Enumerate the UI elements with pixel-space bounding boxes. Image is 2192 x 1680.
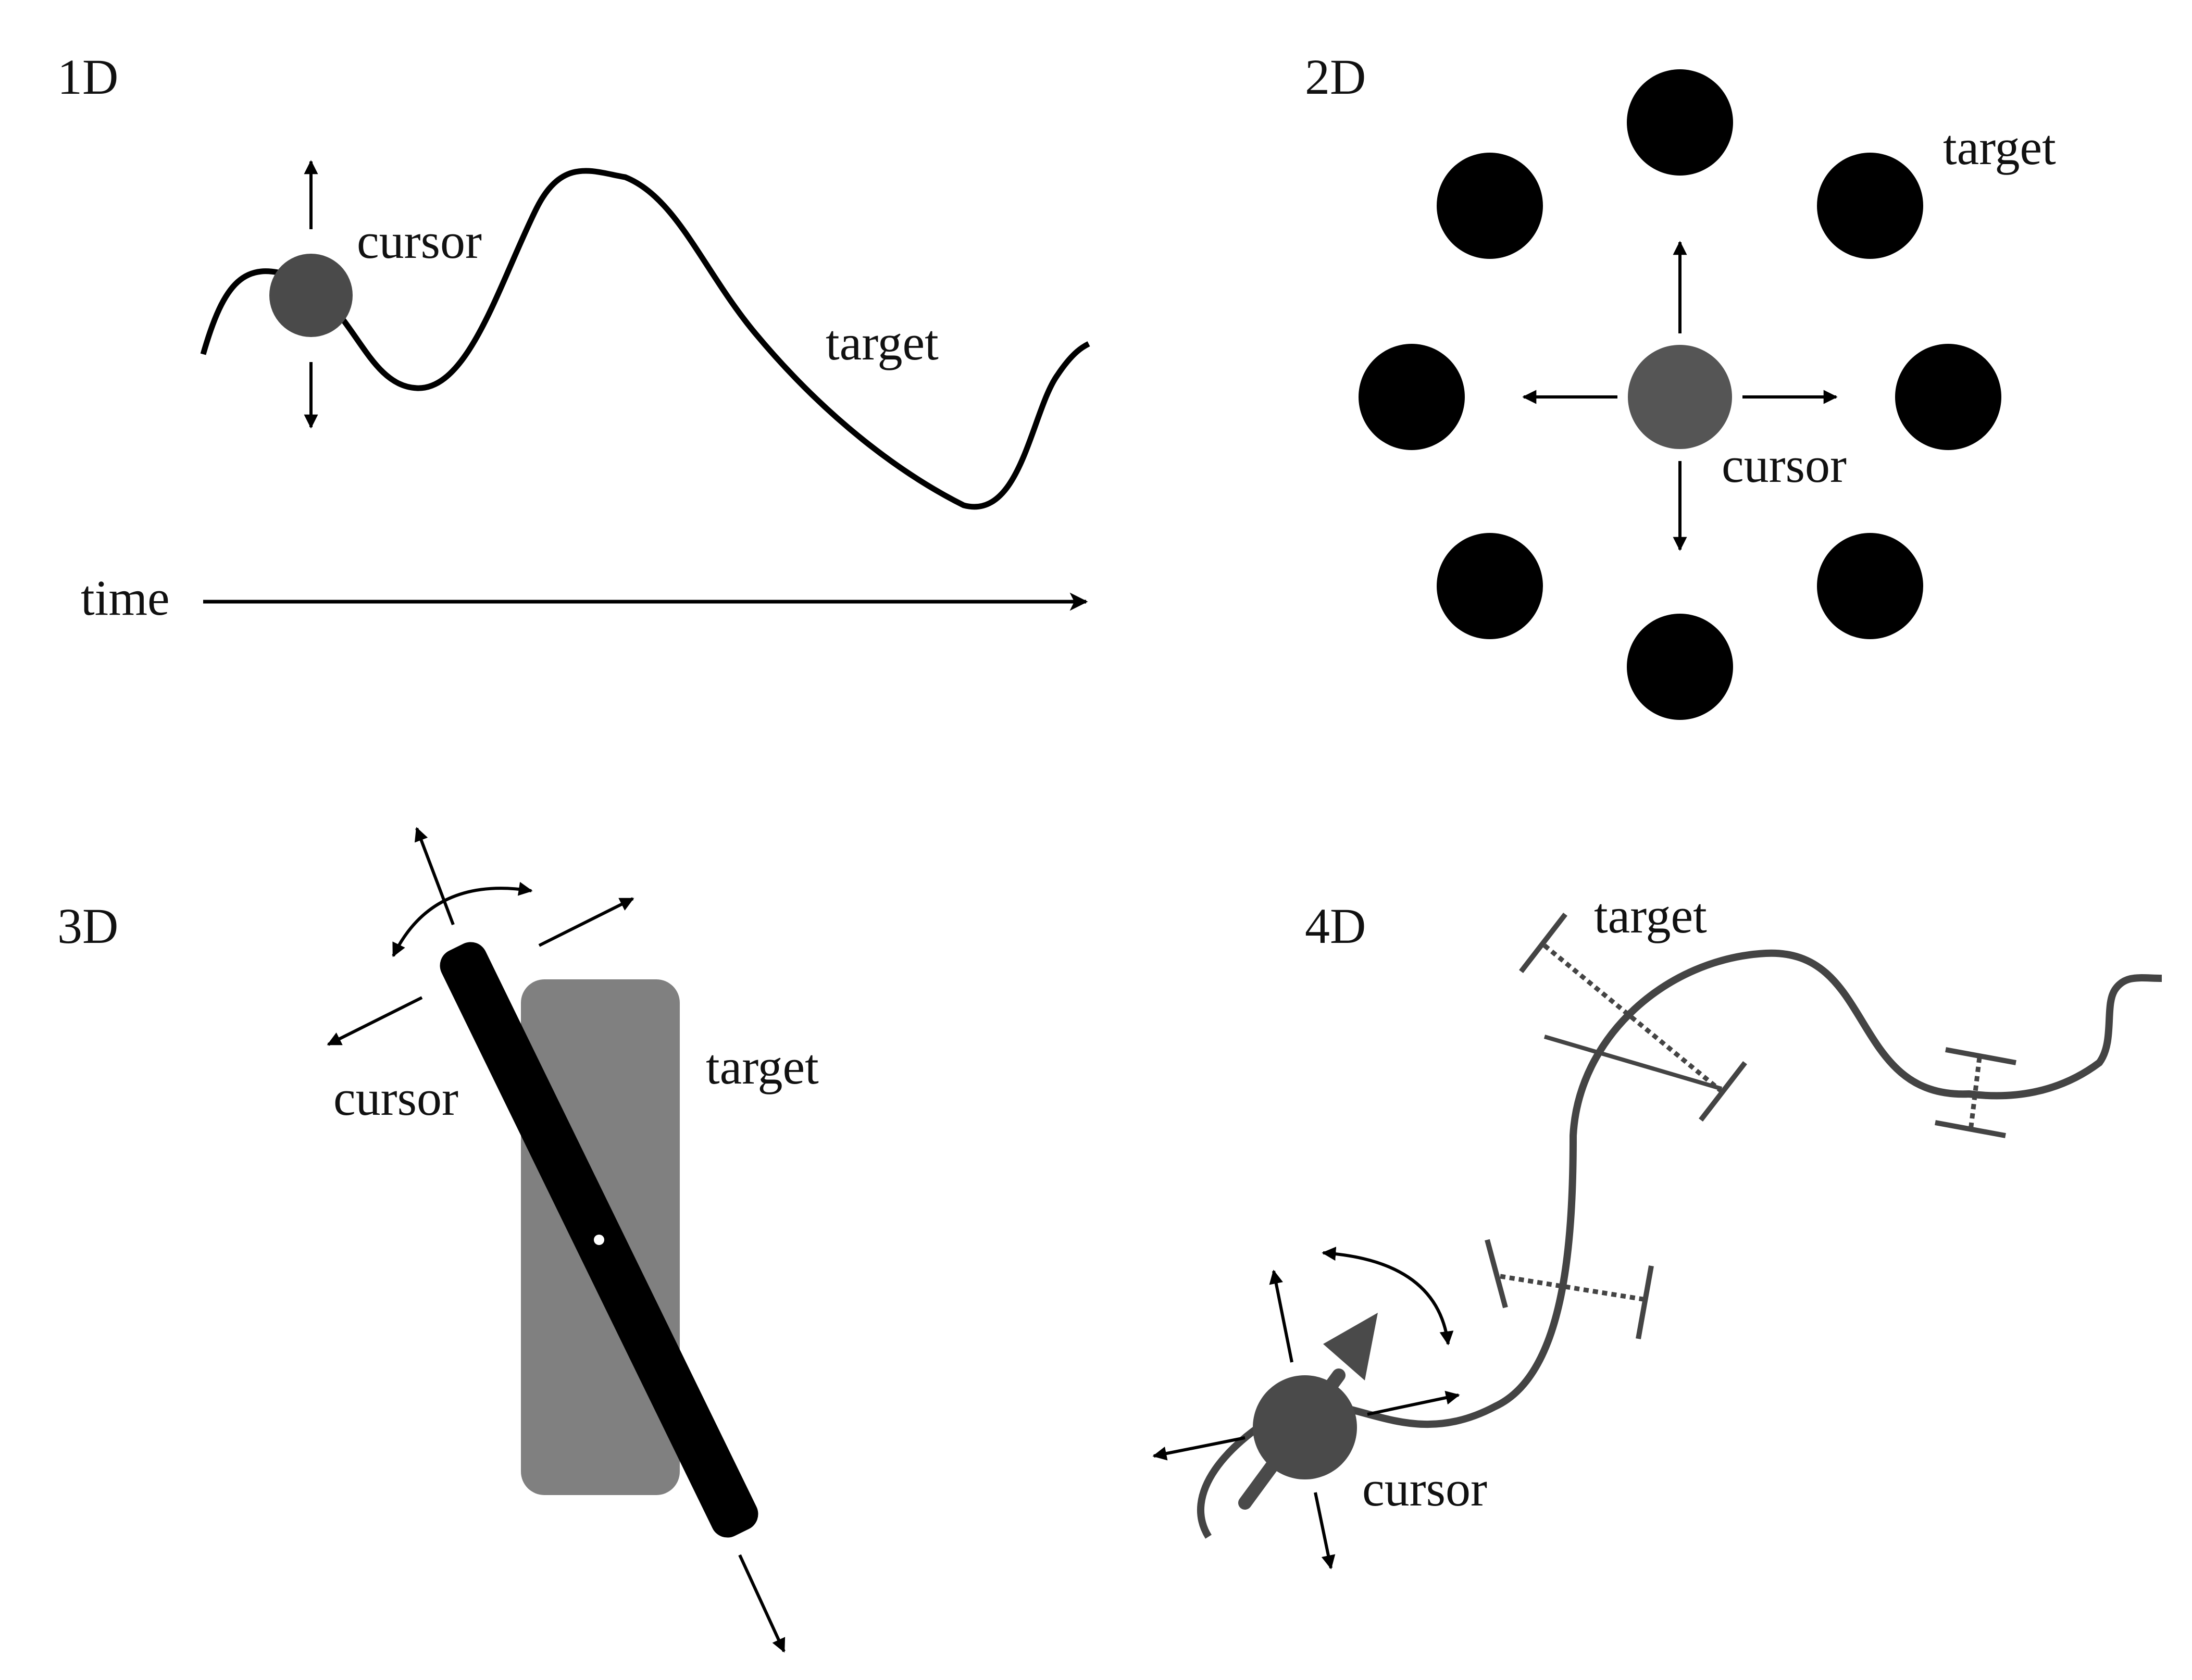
panel-3d: 3D cursor target [57, 827, 819, 1653]
width-gauge-1 [1519, 912, 1747, 1122]
panel-4d: 4D target cursor [1152, 888, 2162, 1570]
target-dot-top [1627, 69, 1733, 176]
panel-2d-label: 2D [1305, 49, 1366, 105]
target-dot-top-right [1817, 153, 1923, 259]
axis-arrow-left-3d [327, 996, 423, 1046]
cursor-label-1d: cursor [357, 213, 482, 269]
target-dot-bottom-left [1437, 533, 1543, 639]
axis-arrow-up-3d [414, 827, 455, 926]
width-gauge-3 [1935, 1047, 2016, 1138]
panel-1d-label: 1D [57, 49, 118, 105]
target-dot-bottom-right [1817, 533, 1923, 639]
time-label: time [81, 570, 170, 626]
axis-arrow-down-4d [1314, 1492, 1336, 1570]
cursor-heading-shaft [1238, 1368, 1346, 1510]
cursor-circle [269, 254, 353, 337]
target-trajectory-curve [200, 168, 1090, 510]
cursor-label-2d: cursor [1722, 437, 1847, 493]
axis-arrow-right-3d [538, 897, 634, 947]
panel-1d: 1D cursor target time [57, 49, 1090, 626]
cursor-label-3d: cursor [333, 1070, 458, 1126]
rotation-arrow-4d [1322, 1247, 1454, 1346]
axis-arrow-down-3d [738, 1554, 786, 1653]
cursor-circle-2d [1628, 345, 1732, 449]
cursor-center-dot [594, 1235, 604, 1245]
target-label-2d: target [1943, 119, 2056, 175]
panel-3d-label: 3D [57, 898, 118, 954]
target-label-4d: target [1594, 888, 1707, 943]
target-dot-bottom [1627, 614, 1733, 720]
target-label-3d: target [706, 1039, 819, 1094]
axis-arrow-up-4d [1269, 1270, 1293, 1363]
panel-2d: 2D target cursor [1305, 49, 2056, 720]
width-gauge-2 [1485, 1239, 1654, 1339]
target-label-1d: target [826, 315, 939, 370]
target-dot-left [1359, 344, 1465, 450]
axis-arrow-right-4d [1367, 1390, 1460, 1416]
panel-4d-label: 4D [1305, 898, 1366, 954]
target-dot-top-left [1437, 153, 1543, 259]
cursor-heading-arrowhead [1323, 1313, 1378, 1380]
cursor-label-4d: cursor [1362, 1461, 1487, 1516]
target-dot-right [1895, 344, 2001, 450]
rotation-arrow-3d [392, 881, 533, 957]
axis-arrow-left-4d [1152, 1436, 1246, 1461]
